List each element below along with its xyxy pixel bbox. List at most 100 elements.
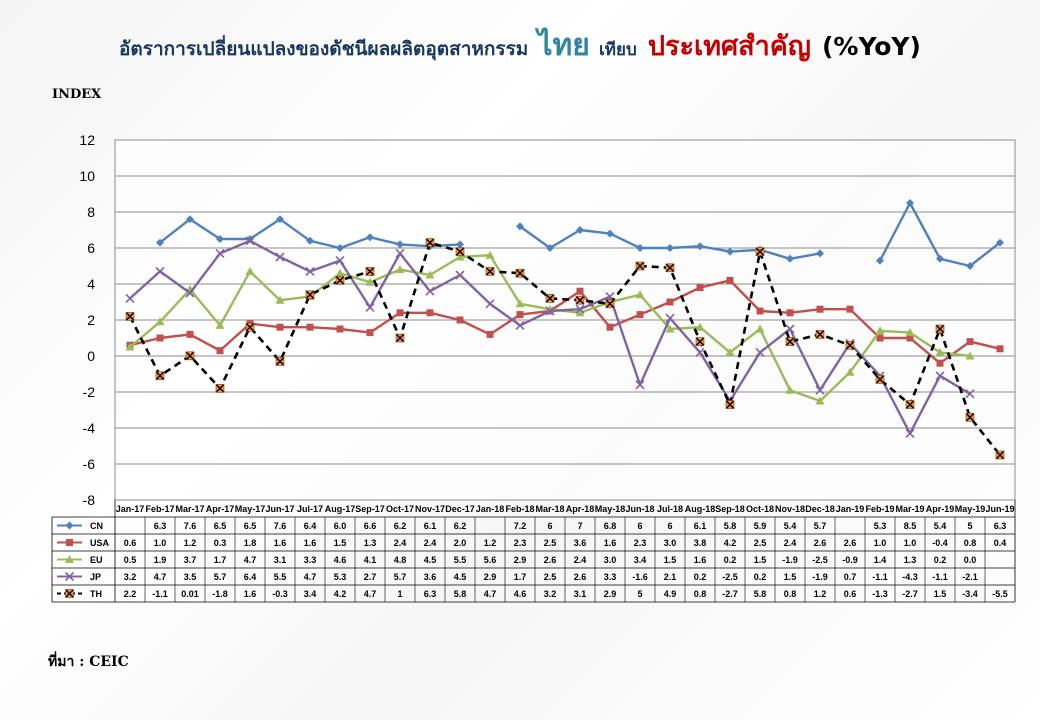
table-cell-eu: 0.2 [934, 555, 947, 565]
y-tick-label: -6 [83, 456, 96, 472]
y-tick-label: 8 [87, 204, 95, 220]
point-cn [396, 240, 404, 249]
chart-title: อัตราการเปลี่ยนแปลงของดัชนีผลผลิตอุตสาหก… [0, 22, 1040, 69]
table-cell-eu: -1.9 [782, 555, 798, 565]
table-cell-usa: 1.8 [244, 538, 257, 548]
table-cell-jp: 3.6 [424, 572, 437, 582]
y-tick-label: 0 [87, 348, 95, 364]
point-eu [275, 295, 285, 304]
point-usa [216, 347, 224, 355]
table-cell-usa: 1.2 [484, 538, 497, 548]
point-usa [816, 305, 824, 313]
table-cell-th: 5 [637, 589, 642, 599]
point-usa [966, 338, 974, 346]
table-cell-th: 4.7 [364, 589, 377, 599]
table-cell-cn: 5.4 [934, 521, 947, 531]
point-jp [305, 266, 315, 276]
table-cell-usa: 0.4 [994, 538, 1007, 548]
x-tick-label: Jun-18 [625, 504, 654, 514]
table-cell-usa: 2.4 [394, 538, 407, 548]
title-countries: ประเทศสำคัญ [647, 31, 811, 62]
point-usa [996, 345, 1004, 353]
point-eu [575, 308, 585, 317]
table-cell-jp: 3.5 [184, 572, 197, 582]
point-usa [936, 359, 944, 367]
table-cell-usa: 2.3 [514, 538, 527, 548]
x-tick-label: Feb-18 [505, 504, 534, 514]
point-th-cross [906, 400, 914, 409]
table-cell-jp: 4.5 [454, 572, 467, 582]
point-th-cross [246, 323, 254, 332]
table-cell-eu: 3.4 [634, 555, 647, 565]
point-jp [125, 293, 135, 303]
table-cell-cn: 6.2 [394, 521, 407, 531]
point-usa [576, 287, 584, 295]
x-tick-label: May-18 [595, 504, 626, 514]
point-cn [336, 244, 344, 252]
table-cell-usa: 3.6 [574, 538, 587, 548]
point-cn [186, 215, 194, 224]
point-cn [816, 249, 824, 258]
table-cell-usa: 2.4 [424, 538, 437, 548]
point-eu [245, 266, 255, 275]
point-cn [306, 236, 314, 245]
table-cell-eu: 3.3 [304, 555, 317, 565]
table-cell-eu: 2.4 [574, 555, 587, 565]
point-jp [485, 299, 495, 309]
table-cell-th: 1.5 [934, 589, 947, 599]
table-cell-th: 3.1 [574, 589, 587, 599]
point-cn [156, 238, 164, 247]
table-cell-cn: 6.2 [454, 521, 467, 531]
table-cell-th: 3.4 [304, 589, 317, 599]
point-eu [485, 250, 495, 259]
series-name-jp: JP [90, 572, 101, 582]
x-tick-label: Nov-17 [415, 504, 445, 514]
x-tick-label: Feb-17 [145, 504, 174, 514]
point-th-cross [846, 341, 854, 350]
point-eu [665, 324, 675, 333]
point-th-cross [336, 276, 344, 285]
table-cell-cn: 5.4 [784, 521, 797, 531]
table-cell-cn: 5.8 [724, 521, 737, 531]
table-cell-jp: -4.3 [902, 572, 918, 582]
point-eu [215, 320, 225, 329]
x-tick-label: Nov-18 [775, 504, 805, 514]
point-th-cross [516, 269, 524, 278]
table-cell-eu: -2.5 [812, 555, 828, 565]
x-tick-label: Dec-18 [805, 504, 835, 514]
table-cell-cn: 5.7 [814, 521, 827, 531]
table-cell-usa: 1.0 [874, 538, 887, 548]
point-th-cross [486, 267, 494, 276]
table-cell-eu: 4.5 [424, 555, 437, 565]
point-th-cross [186, 351, 194, 360]
point-usa [606, 323, 614, 331]
point-jp [695, 347, 705, 357]
table-cell-usa: 0.3 [214, 538, 227, 548]
table-cell-th: 0.01 [181, 589, 199, 599]
point-usa [666, 298, 674, 306]
point-th-cross [126, 312, 134, 321]
point-usa [276, 323, 284, 331]
point-eu [935, 347, 945, 356]
point-usa [336, 325, 344, 333]
table-cell-jp: 2.9 [484, 572, 497, 582]
table-cell-eu: 4.1 [364, 555, 377, 565]
table-cell-jp: 0.2 [694, 572, 707, 582]
table-cell-usa: 1.5 [334, 538, 347, 548]
point-eu [965, 351, 975, 360]
table-cell-th: 6.3 [424, 589, 437, 599]
table-cell-eu: 0.2 [724, 555, 737, 565]
y-tick-label: 4 [87, 276, 95, 292]
x-tick-label: Mar-18 [535, 504, 564, 514]
x-tick-label: Apr-19 [926, 504, 955, 514]
table-cell-usa: 1.0 [904, 538, 917, 548]
table-cell-jp: 3.2 [124, 572, 137, 582]
point-th-cross [306, 290, 314, 299]
table-cell-eu: 5.6 [484, 555, 497, 565]
table-cell-cn: 7.6 [184, 521, 197, 531]
point-eu [785, 385, 795, 394]
table-cell-eu: 3.7 [184, 555, 197, 565]
point-cn [366, 233, 374, 242]
title-part1: อัตราการเปลี่ยนแปลงของดัชนีผลผลิตอุตสาหก… [119, 38, 529, 60]
point-th-cross [366, 267, 374, 276]
